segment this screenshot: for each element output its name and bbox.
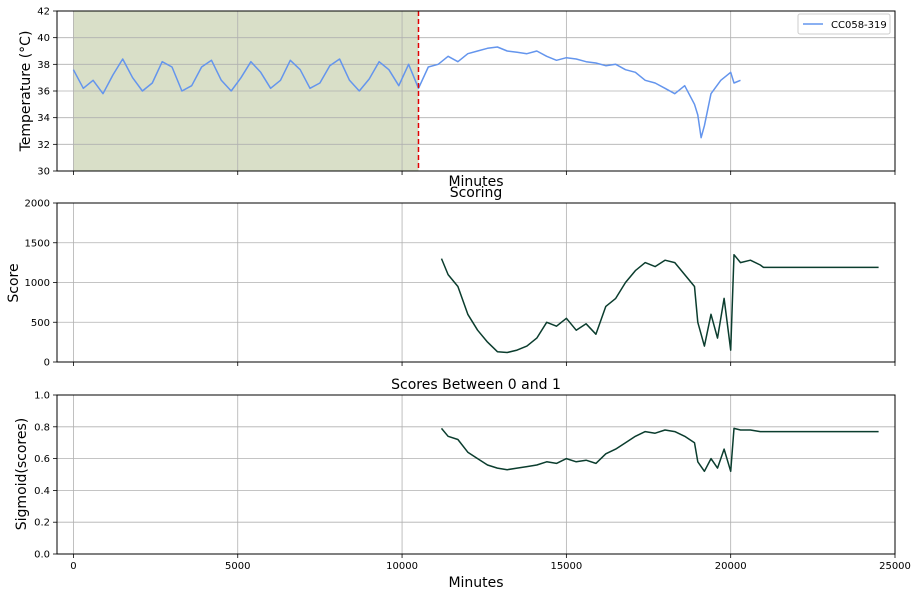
y-tick-label: 0.8 xyxy=(34,422,50,433)
sigmoid-title: Scores Between 0 and 1 xyxy=(391,377,561,393)
scoring-panel: Scoring 0 500 1000 1500 2000 Score xyxy=(6,185,896,369)
y-tick-label: 0.0 xyxy=(34,550,50,561)
y-tick-label: 32 xyxy=(37,140,50,151)
y-tick-label: 0.6 xyxy=(34,454,50,465)
x-tick-label: 0 xyxy=(70,561,76,572)
y-tick-label: 0.2 xyxy=(34,518,50,529)
y-tick-label: 2000 xyxy=(25,199,50,210)
x-tick-label: 25000 xyxy=(879,561,911,572)
sigmoid-panel: Scores Between 0 and 1 0 5000 10000 15000 20… xyxy=(14,377,911,591)
sigmoid-x-axis-label: Minutes xyxy=(448,575,503,591)
legend: CC058-319 xyxy=(797,13,891,35)
series-line-score xyxy=(440,427,879,473)
y-tick-label: 30 xyxy=(37,167,50,178)
y-tick-label: 500 xyxy=(31,318,50,329)
series-line-score xyxy=(440,253,879,354)
y-tick-label: 1500 xyxy=(25,238,50,249)
y-tick-label: 0.4 xyxy=(34,486,50,497)
series-line-cc058-319 xyxy=(72,46,741,139)
legend-label: CC058-319 xyxy=(831,20,887,31)
x-tick-label: 10000 xyxy=(386,561,418,572)
sigmoid-y-axis-label: Sigmoid(scores) xyxy=(14,418,30,530)
y-tick-label: 40 xyxy=(37,33,50,44)
legend-box xyxy=(797,13,891,35)
x-tick-label: 15000 xyxy=(550,561,582,572)
x-tick-label: 20000 xyxy=(715,561,747,572)
y-tick-label: 38 xyxy=(37,60,50,71)
y-tick-label: 1000 xyxy=(25,278,50,289)
y-tick-label: 42 xyxy=(37,7,50,18)
y-tick-label: 1.0 xyxy=(34,391,50,402)
temperature-x-axis-label: Minutes xyxy=(448,174,503,190)
y-tick-label: 0 xyxy=(44,358,50,369)
sigmoid-axes-frame xyxy=(56,394,896,555)
y-tick-label: 34 xyxy=(37,113,50,124)
scoring-title: Scoring xyxy=(450,185,503,201)
x-tick-label: 5000 xyxy=(225,561,250,572)
temperature-y-axis-label: Temperature (°C) xyxy=(18,31,34,153)
scoring-y-axis-label: Score xyxy=(6,263,22,302)
y-tick-label: 36 xyxy=(37,87,50,98)
